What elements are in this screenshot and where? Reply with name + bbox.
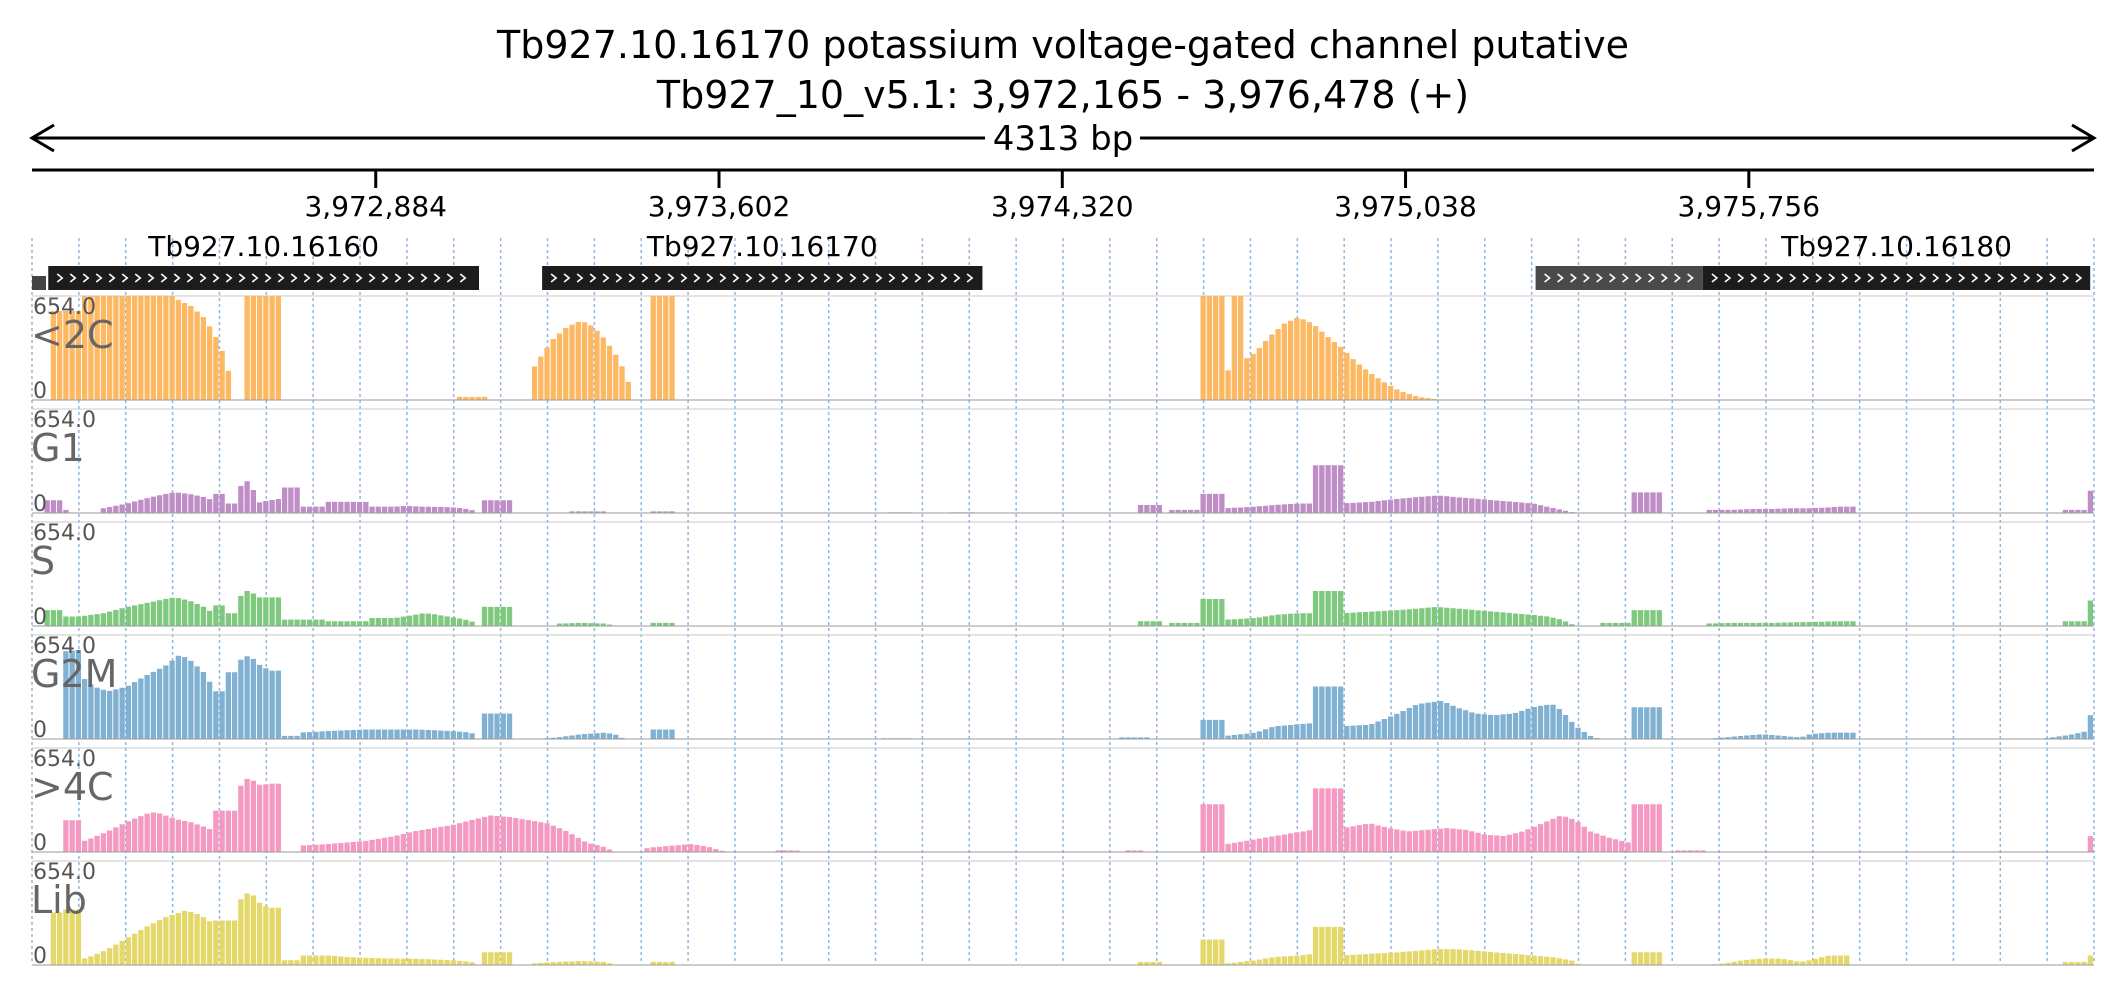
track-name-0: <2C (31, 313, 114, 357)
track-bars-1 (44, 465, 2094, 513)
track-name-4: >4C (31, 765, 114, 809)
track-name-2: S (31, 539, 55, 583)
axis-tick-label-1: 3,973,602 (648, 190, 791, 223)
page-title: Tb927.10.16170 potassium voltage-gated c… (496, 23, 1629, 67)
track-ymax-label-1: 654.0 (33, 408, 96, 433)
track-4: 654.0 0 >4C (31, 747, 2094, 856)
track-1: 654.0 0 G1 (31, 408, 2094, 517)
track-0: 654.0 0 <2C (31, 295, 2094, 404)
gene-bar-1 (542, 266, 983, 290)
gene-label-1: Tb927.10.16170 (646, 230, 878, 263)
coordinate-axis: 3,972,884 3,973,602 3,974,320 3,975,038 3,97… (32, 168, 2094, 223)
span-label: 4313 bp (993, 119, 1134, 159)
axis-ticks: 3,972,884 3,973,602 3,974,320 3,975,038 3,97… (304, 170, 1820, 223)
track-ymax-label-4: 654.0 (33, 747, 96, 772)
gene-bar-0 (48, 266, 480, 290)
span-ruler: 4313 bp (29, 119, 2097, 159)
span-arrow-right-icon (2071, 123, 2097, 153)
gene-2 (1535, 266, 1703, 290)
span-arrow-left-icon (29, 123, 55, 153)
track-ymin-label-3: 0 (33, 718, 47, 743)
gridlines (31, 238, 2095, 962)
track-ymax-label-3: 654.0 (33, 634, 96, 659)
gene-track: Tb927.10.16160 Tb927.10.16170 Tb927.10.161… (32, 230, 2091, 290)
gene-0: Tb927.10.16160 (48, 230, 480, 290)
track-ymax-label-2: 654.0 (33, 521, 96, 546)
track-5: 654.0 0 Lib (31, 860, 2094, 969)
gene-label-0: Tb927.10.16160 (147, 230, 379, 263)
track-ymin-label-2: 0 (33, 605, 47, 630)
track-bars-0 (50, 296, 1444, 400)
track-bars-2 (44, 591, 2094, 626)
track-ymax-label-0: 654.0 (33, 295, 96, 320)
track-ymin-label-5: 0 (33, 944, 47, 969)
location-label: Tb927_10_v5.1: 3,972,165 - 3,976,478 (+) (656, 73, 1469, 117)
axis-tick-label-4: 3,975,756 (1678, 190, 1821, 223)
gene-1: Tb927.10.16170 (542, 230, 983, 290)
track-name-3: G2M (31, 652, 117, 696)
gene-bar-3 (1702, 266, 2091, 290)
track-ymin-label-0: 0 (33, 379, 47, 404)
track-name-5: Lib (31, 878, 87, 922)
track-bars-4 (63, 778, 2094, 852)
strand-arrow-icon-1 (550, 273, 974, 283)
track-bars-3 (63, 650, 2094, 739)
track-ymax-label-5: 654.0 (33, 860, 96, 885)
gene-label-3: Tb927.10.16180 (1780, 230, 2012, 263)
track-bars-5 (50, 893, 2094, 965)
axis-tick-label-2: 3,974,320 (991, 190, 1134, 223)
track-name-1: G1 (31, 426, 85, 470)
track-ymin-label-4: 0 (33, 831, 47, 856)
track-ymin-label-1: 0 (33, 492, 47, 517)
axis-tick-label-0: 3,972,884 (304, 190, 447, 223)
gene-3: Tb927.10.16180 (1702, 230, 2091, 290)
track-3: 654.0 0 G2M (31, 634, 2094, 743)
track-2: 654.0 0 S (31, 521, 2094, 630)
axis-tick-label-3: 3,975,038 (1334, 190, 1477, 223)
strand-arrow-icon-3 (1711, 273, 2083, 283)
strand-arrow-icon-0 (56, 273, 467, 283)
gene-edge-marker (32, 276, 46, 290)
gene-bar-2 (1535, 266, 1703, 290)
coverage-tracks: 654.00<2C654.00G1654.00S654.00G2M654.00>… (31, 295, 2094, 969)
strand-arrow-icon-2 (1544, 273, 1694, 283)
